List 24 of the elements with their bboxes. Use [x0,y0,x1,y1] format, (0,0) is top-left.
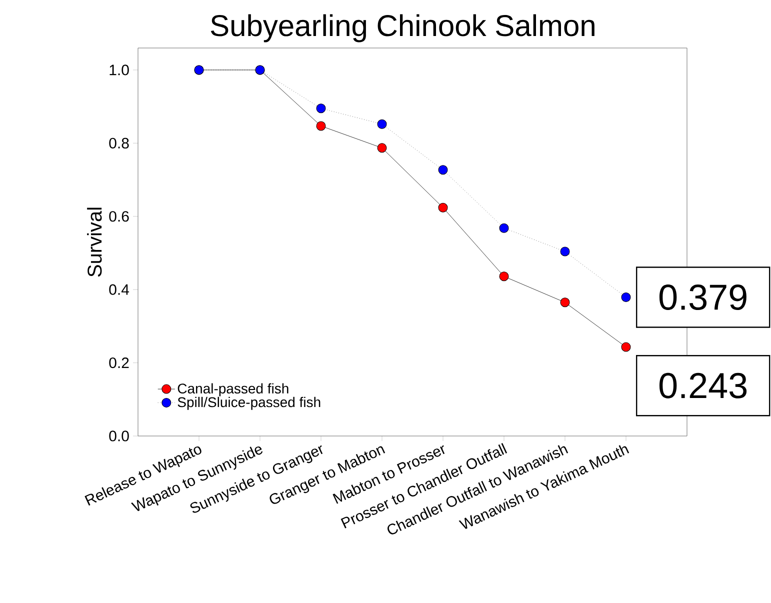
point [438,165,448,175]
point [560,246,570,256]
y-tick-label: 0.2 [109,357,129,368]
y-tick-label: 1.0 [110,64,129,76]
legend-label: Spill/Sluice-passed fish [178,396,320,410]
legend-label: Canal-passed fish [178,383,288,396]
y-axis-title: Survival [87,208,102,277]
point [377,143,387,153]
point [316,121,326,131]
chart-title: Subyearling Chinook Salmon [210,14,594,42]
point [560,298,570,308]
point [499,223,509,233]
point [621,342,631,352]
y-tick-label: 0.6 [109,211,129,222]
y-tick-label: 0.8 [109,138,129,148]
y-tick-label: 0.0 [109,430,129,442]
point [316,104,326,114]
y-tick-label: 0.4 [109,284,130,295]
point [621,292,631,302]
annotation: 0.379 [659,284,746,310]
point [499,272,509,282]
point [438,202,448,212]
point [377,119,387,129]
annotation: 0.243 [659,372,747,398]
